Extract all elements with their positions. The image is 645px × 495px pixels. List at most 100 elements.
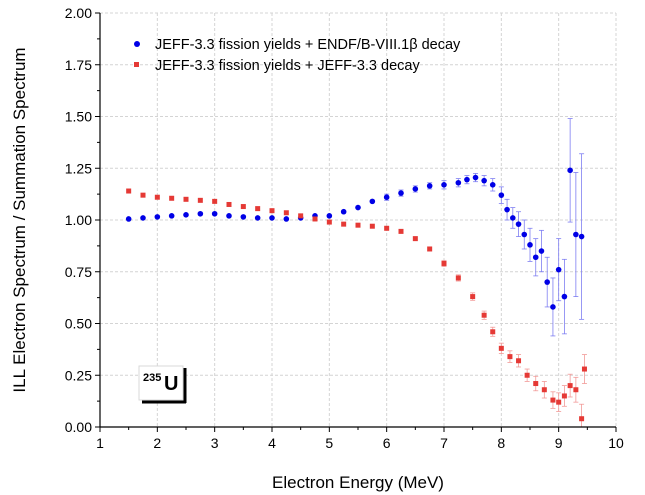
tick-labels-layer: 1 2 3 4 5 6 7 8 9 10 0.00 0.25 0.50 0.75 1.00 1.25 1.50 1… (65, 5, 624, 451)
y-tick-label: 1.25 (65, 160, 92, 176)
data-point-red (355, 222, 361, 228)
x-tick-label: 1 (96, 435, 104, 451)
data-point-red (524, 372, 530, 378)
data-point-red (516, 358, 522, 364)
x-tick-label: 5 (325, 435, 333, 451)
data-point-blue (412, 186, 419, 192)
data-point-red (398, 228, 404, 234)
data-point-blue (455, 179, 462, 186)
data-point-blue (240, 214, 247, 220)
data-point-red (441, 260, 447, 266)
data-point-blue (211, 210, 218, 217)
legend-marker-red (134, 62, 139, 67)
data-point-red (455, 275, 461, 281)
data-point-blue (578, 233, 585, 240)
data-point-blue (355, 204, 361, 211)
data-point-red (541, 387, 547, 393)
data-point-blue (561, 293, 568, 300)
isotope-box (138, 365, 184, 401)
data-point-blue (369, 198, 376, 205)
data-point-blue (398, 190, 404, 196)
data-point-blue (521, 231, 528, 238)
data-point-blue (515, 221, 522, 227)
x-axis-title: Electron Energy (MeV) (272, 473, 444, 492)
data-point-blue (489, 182, 496, 188)
data-point-blue (168, 213, 175, 219)
data-point-red (561, 393, 567, 399)
data-point-blue (555, 266, 562, 273)
data-point-red (412, 236, 418, 242)
data-point-red (283, 210, 289, 216)
data-point-blue (472, 174, 479, 181)
y-tick-label: 2.00 (65, 5, 92, 21)
y-tick-label: 0.50 (65, 316, 92, 332)
data-point-red (312, 216, 318, 222)
y-tick-label: 1.75 (65, 57, 92, 73)
data-point-blue (481, 177, 487, 184)
data-point-red (154, 194, 160, 200)
data-point-red (384, 225, 390, 231)
data-point-red (169, 195, 175, 201)
data-point-red (369, 223, 375, 229)
data-point-red (550, 397, 556, 403)
axes-layer (95, 12, 617, 432)
data-point-red (507, 354, 513, 360)
data-point-red (573, 387, 579, 393)
x-tick-label: 2 (153, 435, 161, 451)
x-tick-label: 9 (555, 435, 563, 451)
data-point-blue (538, 248, 545, 254)
data-point-blue (544, 279, 550, 285)
data-point-red (579, 416, 585, 422)
data-point-red (556, 399, 562, 405)
data-point-blue (426, 183, 433, 189)
data-point-red (126, 188, 132, 194)
data-point-red (581, 366, 587, 372)
data-point-blue (340, 208, 347, 215)
data-point-blue (183, 212, 189, 218)
data-point-red (481, 312, 487, 318)
data-point-red (269, 208, 275, 214)
data-point-red (427, 246, 433, 252)
legend-label-blue: JEFF-3.3 fission yields + ENDF/B-VIII.1β… (155, 37, 461, 53)
data-point-blue (226, 213, 232, 219)
data-point-red (298, 213, 304, 219)
x-tick-label: 3 (211, 435, 219, 451)
data-point-blue (125, 216, 132, 222)
data-point-blue (464, 176, 470, 183)
data-point-red (341, 221, 347, 227)
data-point-blue (573, 231, 579, 238)
data-point-red (567, 383, 573, 389)
data-point-red (490, 329, 496, 335)
data-point-blue (441, 182, 447, 188)
x-tick-label: 4 (268, 435, 276, 451)
data-points-layer (125, 167, 587, 422)
data-point-red (197, 197, 203, 203)
isotope-label: 235 U (138, 365, 187, 404)
data-point-red (226, 201, 232, 207)
data-point-blue (326, 213, 333, 219)
data-point-red (212, 198, 218, 204)
isotope-symbol: U (164, 373, 178, 395)
data-point-blue (269, 215, 275, 221)
data-point-blue (504, 206, 510, 213)
data-point-blue (567, 167, 573, 174)
x-tick-label: 6 (383, 435, 391, 451)
data-point-red (240, 204, 246, 210)
data-point-red (183, 196, 189, 202)
y-tick-label: 0.75 (65, 264, 92, 280)
y-tick-label: 1.00 (65, 212, 92, 228)
data-point-blue (498, 192, 505, 198)
legend-marker-blue (134, 41, 140, 47)
y-axis-title: ILL Electron Spectrum / Summation Spectr… (10, 47, 29, 392)
data-point-blue (383, 194, 390, 201)
data-point-red (255, 206, 261, 212)
data-point-blue (140, 215, 146, 221)
data-point-red (533, 381, 539, 387)
legend: JEFF-3.3 fission yields + ENDF/B-VIII.1β… (134, 37, 461, 74)
data-point-red (140, 192, 146, 198)
isotope-mass-number: 235 (143, 372, 161, 384)
data-point-blue (532, 254, 539, 261)
data-point-blue (527, 242, 533, 248)
data-point-blue (283, 216, 290, 222)
